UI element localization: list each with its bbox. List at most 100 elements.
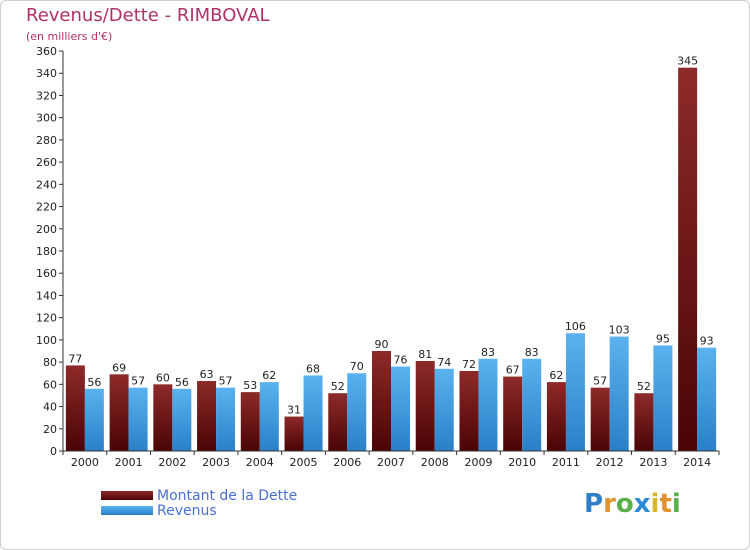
bar-revenue [128, 387, 148, 451]
bar-debt [459, 371, 479, 451]
y-tick-label: 80 [43, 356, 57, 369]
y-tick-label: 200 [36, 223, 57, 236]
logo-letter: i [671, 489, 681, 519]
data-label-revenue: 76 [394, 354, 408, 367]
bar-debt [415, 361, 435, 451]
x-tick-label: 2011 [552, 456, 580, 469]
y-tick-label: 120 [36, 312, 57, 325]
data-label-debt: 62 [549, 369, 563, 382]
data-label-debt: 31 [287, 404, 301, 417]
data-label-revenue: 106 [565, 320, 586, 333]
bar-revenue [434, 368, 454, 451]
x-tick-label: 2005 [290, 456, 318, 469]
bar-debt [590, 387, 610, 451]
bar-revenue [391, 366, 410, 451]
y-tick-label: 360 [36, 45, 57, 58]
bar-revenue [216, 387, 236, 451]
y-tick-label: 280 [36, 134, 57, 147]
legend: Montant de la Dette Revenus [101, 488, 297, 519]
logo-letter: P [584, 489, 604, 519]
logo-letter: o [615, 489, 634, 519]
data-label-debt: 60 [156, 371, 170, 384]
data-label-debt: 345 [677, 55, 698, 68]
data-label-revenue: 93 [700, 335, 714, 348]
y-tick-label: 100 [36, 334, 57, 347]
bar-debt [372, 351, 391, 451]
x-tick-label: 2000 [71, 456, 99, 469]
y-tick-label: 140 [36, 289, 57, 302]
chart-subtitle: (en milliers d'€) [26, 30, 113, 43]
data-label-debt: 67 [506, 364, 520, 377]
legend-item-debt: Montant de la Dette [101, 488, 297, 504]
legend-swatch-revenue [101, 506, 153, 515]
bar-debt [328, 393, 348, 451]
axes: 0 20 40 60 80 100 120 140 160 180 200 220 240 260 280 3… [36, 45, 720, 469]
bar-debt [109, 374, 129, 451]
legend-item-revenue: Revenus [101, 502, 297, 519]
x-tick-label: 2003 [202, 456, 230, 469]
data-labels: 77 69 60 63 53 31 52 90 81 72 67 62 57 52 345 56 57 56 57 6… [68, 55, 713, 417]
data-label-debt: 52 [637, 380, 651, 393]
x-tick-label: 2014 [683, 456, 711, 469]
x-tick-label: 2001 [115, 456, 143, 469]
proxiti-logo: Proxiti [584, 489, 681, 519]
bar-revenue [303, 375, 323, 451]
bar-debt [197, 381, 217, 451]
bar-debt [240, 392, 260, 451]
bar-revenue [609, 336, 629, 451]
x-tick-label: 2006 [333, 456, 361, 469]
data-label-debt: 69 [112, 361, 126, 374]
data-label-revenue: 95 [656, 332, 670, 345]
bar-revenue [84, 388, 104, 451]
data-label-revenue: 57 [219, 375, 233, 388]
y-tick-label: 40 [43, 401, 57, 414]
bar-revenue [478, 358, 498, 451]
x-tick-label: 2008 [421, 456, 449, 469]
data-label-revenue: 56 [175, 376, 189, 389]
y-tick-label: 340 [36, 67, 57, 80]
bar-debt [153, 384, 173, 451]
bar-revenue [522, 358, 542, 451]
data-label-revenue: 56 [87, 376, 101, 389]
y-tick-label: 60 [43, 378, 57, 391]
bar-revenue [259, 382, 279, 451]
y-tick-label: 220 [36, 201, 57, 214]
y-tick-label: 320 [36, 89, 57, 102]
data-label-debt: 81 [418, 348, 432, 361]
data-label-debt: 53 [243, 379, 257, 392]
data-label-revenue: 74 [437, 356, 451, 369]
data-label-debt: 57 [593, 375, 607, 388]
y-tick-label: 300 [36, 112, 57, 125]
data-label-debt: 63 [200, 368, 214, 381]
logo-letter: t [659, 489, 672, 519]
x-tick-label: 2010 [508, 456, 536, 469]
bar-debt [284, 416, 304, 451]
data-label-debt: 52 [331, 380, 345, 393]
x-tick-label: 2002 [158, 456, 186, 469]
legend-label-revenue: Revenus [157, 502, 217, 519]
y-tick-label: 260 [36, 156, 57, 169]
x-tick-label: 2004 [246, 456, 274, 469]
x-tick-label: 2013 [639, 456, 667, 469]
data-label-debt: 90 [375, 338, 389, 351]
y-tick-label: 160 [36, 267, 57, 280]
x-tick-label: 2007 [377, 456, 405, 469]
bar-debt [634, 393, 654, 451]
bar-debt [503, 376, 523, 451]
data-label-revenue: 103 [609, 324, 630, 337]
data-label-revenue: 83 [481, 346, 495, 359]
logo-letter: x [633, 489, 651, 519]
bar-debt [546, 382, 566, 451]
bar-revenue [697, 347, 717, 451]
data-label-revenue: 57 [131, 375, 145, 388]
bar-revenue [565, 333, 585, 451]
data-label-revenue: 83 [525, 346, 539, 359]
y-tick-label: 180 [36, 245, 57, 258]
bar-revenue [347, 373, 367, 451]
bar-debt [678, 67, 698, 452]
y-tick-label: 240 [36, 178, 57, 191]
bar-revenue [172, 388, 192, 451]
x-tick-label: 2012 [596, 456, 624, 469]
